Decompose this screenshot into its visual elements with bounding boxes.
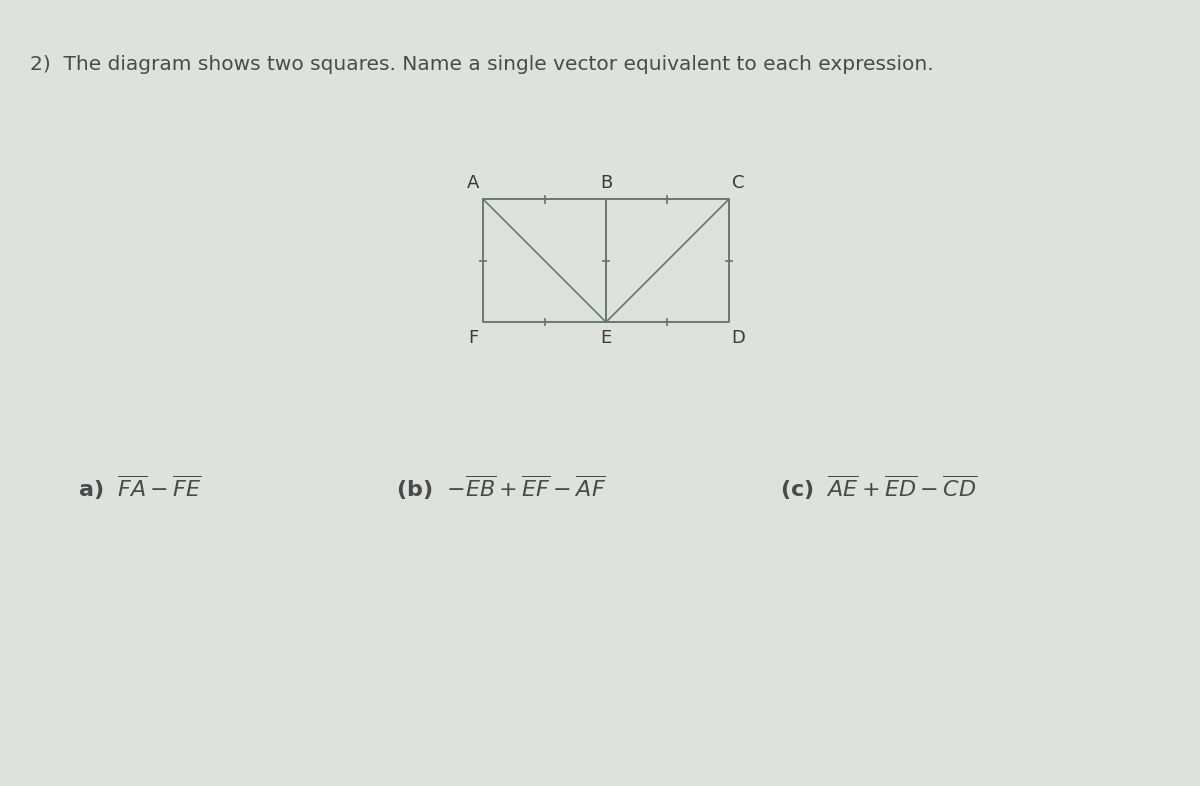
Text: E: E	[600, 329, 612, 347]
Text: $\mathbf{a)}$  $\overline{\mathit{FA}}-\overline{\mathit{FE}}$: $\mathbf{a)}$ $\overline{\mathit{FA}}-\o…	[78, 473, 202, 501]
Text: F: F	[468, 329, 479, 347]
Text: C: C	[732, 174, 745, 192]
Text: $\mathbf{(c)}$  $\overline{\mathit{AE}}+\overline{\mathit{ED}}-\overline{\mathit: $\mathbf{(c)}$ $\overline{\mathit{AE}}+\…	[780, 473, 978, 501]
Text: $\mathbf{(b)}$  $-\overline{\mathit{EB}}+\overline{\mathit{EF}}-\overline{\mathi: $\mathbf{(b)}$ $-\overline{\mathit{EB}}+…	[396, 473, 606, 501]
Text: D: D	[732, 329, 745, 347]
Text: 2)  The diagram shows two squares. Name a single vector equivalent to each expre: 2) The diagram shows two squares. Name a…	[30, 55, 934, 74]
Text: B: B	[600, 174, 612, 192]
Text: A: A	[467, 174, 480, 192]
